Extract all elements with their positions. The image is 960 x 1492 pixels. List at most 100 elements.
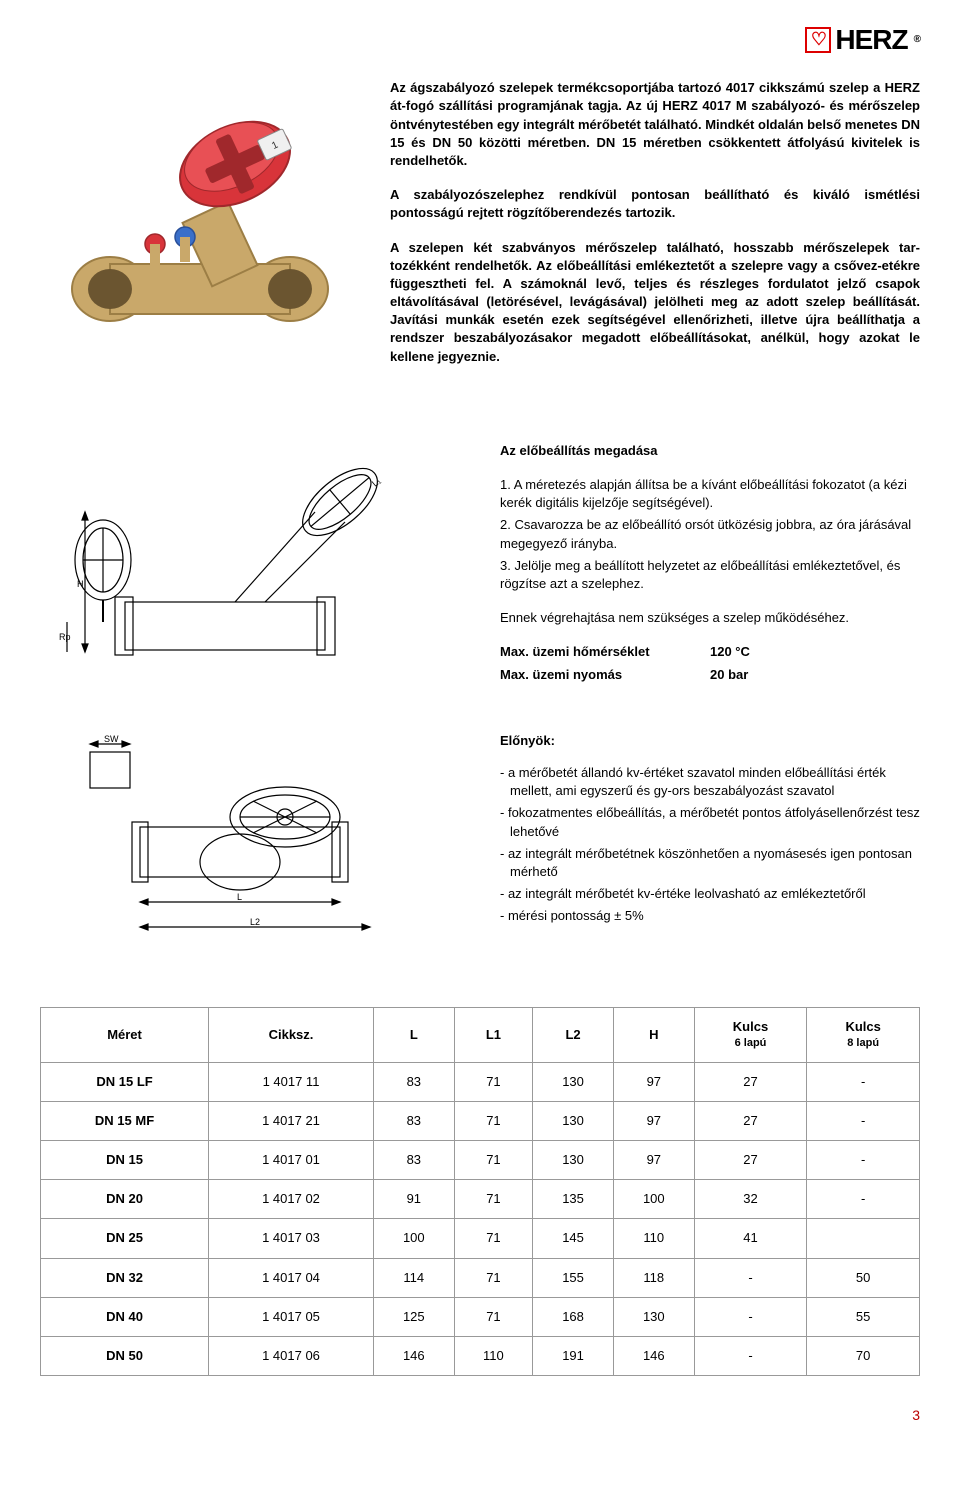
intro-paragraph-2: A szabályozószelephez rendkívül pontosan… [390, 186, 920, 222]
table-cell: 110 [454, 1336, 533, 1375]
table-cell: 71 [454, 1219, 533, 1258]
table-cell: 168 [533, 1297, 614, 1336]
table-cell: 1 4017 21 [209, 1101, 374, 1140]
table-cell: 146 [613, 1336, 694, 1375]
table-cell: 145 [533, 1219, 614, 1258]
table-cell: 146 [373, 1336, 454, 1375]
table-cell: - [694, 1336, 807, 1375]
table-cell: DN 20 [41, 1180, 209, 1219]
table-cell: 71 [454, 1062, 533, 1101]
dimension-diagram-top: SW L L2 [40, 732, 470, 967]
table-header-row: Méret Cikksz. L L1 L2 H Kulcs6 lapú Kulc… [41, 1008, 920, 1063]
col-key8: Kulcs8 lapú [807, 1008, 920, 1063]
table-cell: DN 50 [41, 1336, 209, 1375]
table-cell: 83 [373, 1062, 454, 1101]
table-cell: 91 [373, 1180, 454, 1219]
dim-label-rp: Rp [59, 632, 71, 642]
advantage-item: mérési pontosság ± 5% [500, 907, 920, 925]
table-cell: - [807, 1140, 920, 1179]
table-cell: 155 [533, 1258, 614, 1297]
brand-logo: ♡ HERZ® [40, 20, 920, 59]
preset-info: Az előbeállítás megadása 1. A méretezés … [500, 442, 920, 702]
table-cell: 71 [454, 1180, 533, 1219]
table-cell: 71 [454, 1258, 533, 1297]
table-cell: 83 [373, 1101, 454, 1140]
table-cell: 114 [373, 1258, 454, 1297]
table-cell: 71 [454, 1101, 533, 1140]
advantages-list: a mérőbetét állandó kv-értéket szavatol … [500, 764, 920, 926]
table-cell: 1 4017 11 [209, 1062, 374, 1101]
table-cell: - [807, 1062, 920, 1101]
table-cell: - [694, 1297, 807, 1336]
table-cell: 135 [533, 1180, 614, 1219]
table-cell: - [694, 1258, 807, 1297]
advantages: Előnyök: a mérőbetét állandó kv-értéket … [500, 732, 920, 967]
table-cell: 130 [533, 1140, 614, 1179]
table-cell: 1 4017 01 [209, 1140, 374, 1179]
col-l1: L1 [454, 1008, 533, 1063]
max-press-label: Max. üzemi nyomás [500, 666, 710, 684]
table-cell: 118 [613, 1258, 694, 1297]
col-l: L [373, 1008, 454, 1063]
table-cell: 1 4017 06 [209, 1336, 374, 1375]
table-cell: 100 [613, 1180, 694, 1219]
preset-title: Az előbeállítás megadása [500, 442, 920, 460]
table-row: DN 501 4017 06146110191146-70 [41, 1336, 920, 1375]
advantages-title: Előnyök: [500, 732, 920, 750]
table-cell: 100 [373, 1219, 454, 1258]
table-cell: 130 [533, 1062, 614, 1101]
preset-step-1: 1. A méretezés alapján állítsa be a kívá… [500, 476, 920, 512]
intro-text: Az ágszabályozó szelepek termékcsoportjá… [390, 79, 920, 382]
table-cell: 71 [454, 1297, 533, 1336]
dim-label-l1: L₁ [370, 476, 383, 489]
table-cell: 97 [613, 1062, 694, 1101]
table-cell: 1 4017 04 [209, 1258, 374, 1297]
table-cell: 110 [613, 1219, 694, 1258]
col-h: H [613, 1008, 694, 1063]
table-cell: 130 [613, 1297, 694, 1336]
preset-note: Ennek végrehajtása nem szükséges a szele… [500, 609, 920, 627]
valve-illustration: 1 [50, 89, 350, 369]
table-cell: 71 [454, 1140, 533, 1179]
table-cell: 27 [694, 1062, 807, 1101]
advantage-item: az integrált mérőbetétnek köszönhetően a… [500, 845, 920, 881]
table-cell: 1 4017 02 [209, 1180, 374, 1219]
heart-icon: ♡ [805, 27, 831, 53]
table-cell: 70 [807, 1336, 920, 1375]
table-cell: 32 [694, 1180, 807, 1219]
col-l2: L2 [533, 1008, 614, 1063]
dimensions-table: Méret Cikksz. L L1 L2 H Kulcs6 lapú Kulc… [40, 1007, 920, 1376]
table-cell: DN 40 [41, 1297, 209, 1336]
table-cell: 97 [613, 1101, 694, 1140]
col-partno: Cikksz. [209, 1008, 374, 1063]
table-cell: DN 15 MF [41, 1101, 209, 1140]
table-cell [807, 1219, 920, 1258]
table-cell: 1 4017 03 [209, 1219, 374, 1258]
table-cell: 125 [373, 1297, 454, 1336]
dim-label-l2: L2 [250, 917, 260, 927]
advantage-item: a mérőbetét állandó kv-értéket szavatol … [500, 764, 920, 800]
table-cell: DN 25 [41, 1219, 209, 1258]
table-cell: 83 [373, 1140, 454, 1179]
table-cell: DN 15 LF [41, 1062, 209, 1101]
max-press-value: 20 bar [710, 666, 748, 684]
preset-steps: 1. A méretezés alapján állítsa be a kívá… [500, 476, 920, 593]
table-cell: DN 32 [41, 1258, 209, 1297]
table-cell: 191 [533, 1336, 614, 1375]
table-row: DN 251 4017 031007114511041 [41, 1219, 920, 1258]
table-cell: 130 [533, 1101, 614, 1140]
dim-label-sw: SW [104, 734, 119, 744]
table-row: DN 401 4017 0512571168130-55 [41, 1297, 920, 1336]
col-key6: Kulcs6 lapú [694, 1008, 807, 1063]
table-cell: 41 [694, 1219, 807, 1258]
table-cell: 55 [807, 1297, 920, 1336]
table-row: DN 201 4017 02917113510032- [41, 1180, 920, 1219]
table-cell: - [807, 1101, 920, 1140]
preset-step-3: 3. Jelölje meg a beállított helyzetet az… [500, 557, 920, 593]
max-temp-value: 120 °C [710, 643, 750, 661]
dim-label-l: L [237, 892, 242, 902]
max-temp-label: Max. üzemi hőmérséklet [500, 643, 710, 661]
product-photo: 1 [40, 79, 360, 379]
table-cell: DN 15 [41, 1140, 209, 1179]
table-cell: 1 4017 05 [209, 1297, 374, 1336]
